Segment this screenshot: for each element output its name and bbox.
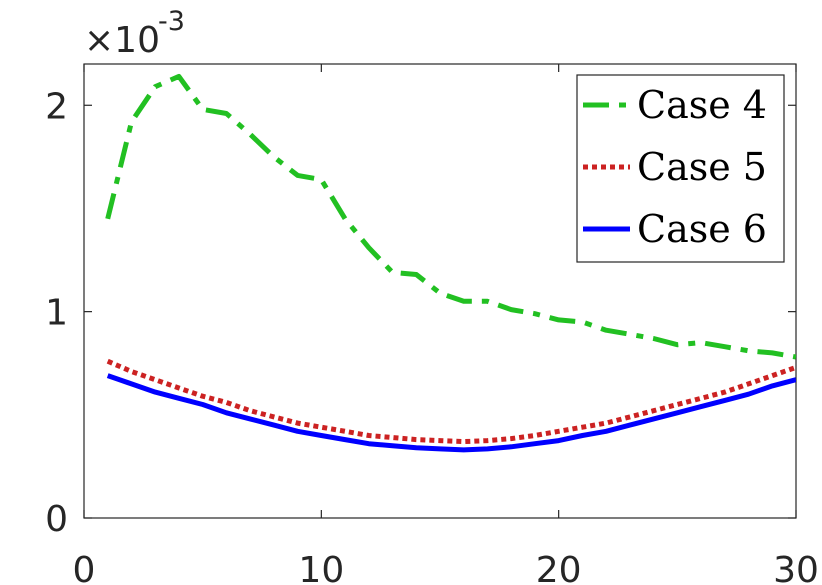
legend: Case 4 Case 5 Case 6 <box>576 74 785 263</box>
y-tick-label: 2 <box>45 86 68 127</box>
y-axis: 0 1 2 <box>45 86 796 540</box>
x-tick-label: 30 <box>773 550 819 585</box>
series-line-6 <box>106 373 796 453</box>
series-group <box>105 73 796 453</box>
y-tick-label: 1 <box>45 293 68 334</box>
series-line-4 <box>105 73 796 360</box>
y-exponent-base: ×10 <box>84 20 160 61</box>
legend-label: Case 5 <box>637 145 767 189</box>
x-tick-label: 0 <box>73 550 96 585</box>
y-tick-label: 0 <box>45 499 68 540</box>
x-axis: 0 10 20 30 <box>73 64 819 585</box>
y-exponent-power: -3 <box>158 6 185 37</box>
legend-label: Case 4 <box>637 83 767 127</box>
legend-label: Case 6 <box>637 207 767 251</box>
x-tick-label: 10 <box>298 550 344 585</box>
x-tick-label: 20 <box>536 550 582 585</box>
series-line-5 <box>106 358 796 445</box>
